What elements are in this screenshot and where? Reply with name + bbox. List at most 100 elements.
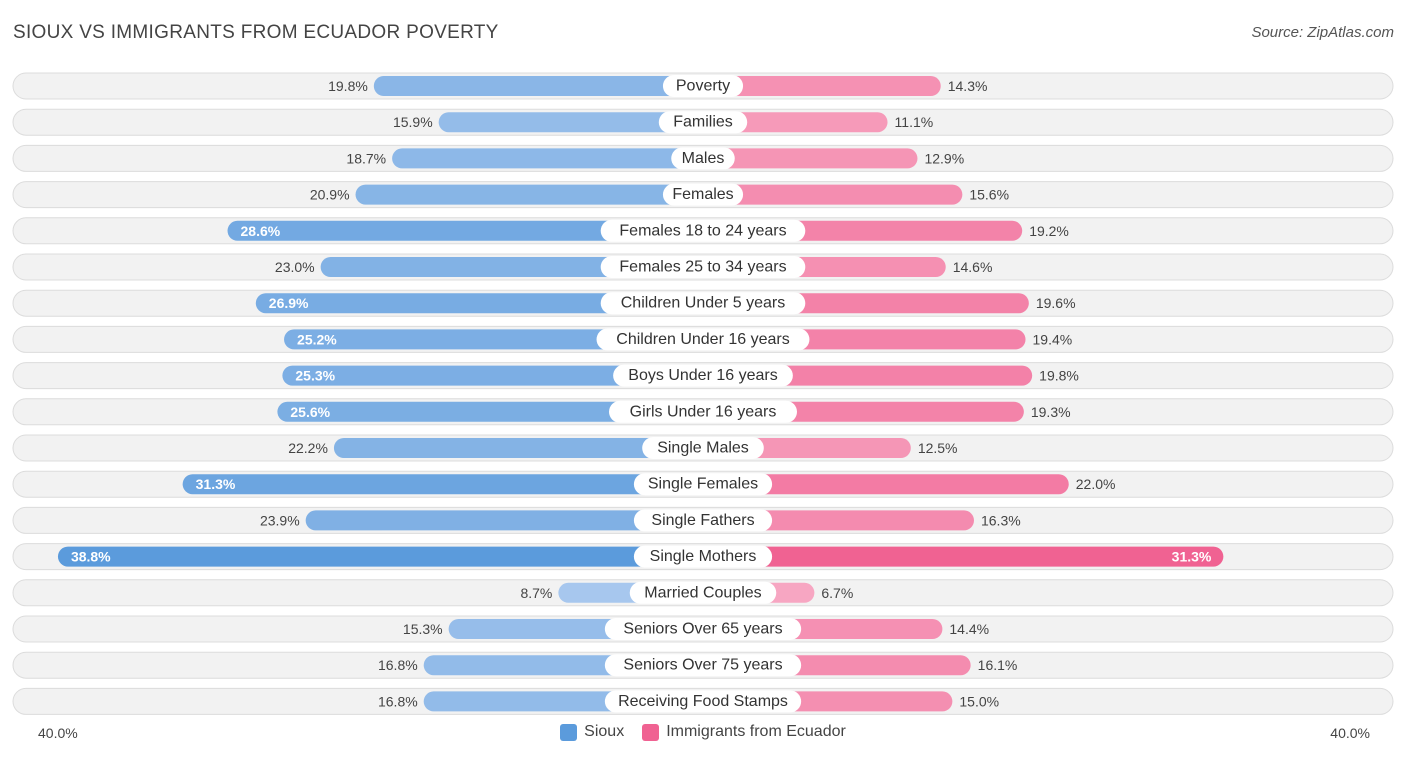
value-label-ecuador: 22.0% — [1076, 476, 1116, 492]
category-label: Poverty — [676, 78, 730, 95]
value-label-ecuador: 15.6% — [969, 187, 1009, 203]
value-label-ecuador: 12.9% — [924, 150, 964, 166]
value-label-ecuador: 19.4% — [1033, 331, 1073, 347]
category-label-box — [604, 654, 802, 677]
bar-sioux-females — [355, 184, 703, 205]
category-label-box — [604, 618, 802, 640]
value-label-sioux: 19.8% — [328, 78, 368, 94]
value-label-ecuador: 11.1% — [895, 114, 934, 130]
bar-ecuador-single-females — [703, 474, 1069, 495]
bar-ecuador-families — [703, 112, 888, 133]
value-label-sioux: 25.2% — [297, 331, 337, 347]
legend-item-ecuador: Immigrants from Ecuador — [642, 723, 846, 741]
legend-swatch-sioux — [560, 723, 578, 741]
source-credit: Source: ZipAtlas.com — [1251, 24, 1394, 41]
category-label: Children Under 16 years — [616, 331, 789, 348]
category-label: Males — [682, 150, 725, 167]
category-label-box — [671, 147, 735, 170]
value-label-sioux: 23.0% — [275, 259, 315, 275]
category-label: Children Under 5 years — [621, 295, 786, 312]
value-label-sioux: 25.3% — [295, 368, 335, 384]
value-label-ecuador: 16.3% — [981, 512, 1021, 528]
category-label-box — [658, 111, 748, 134]
category-label-box — [642, 437, 764, 459]
category-label-box — [596, 328, 810, 351]
category-label-box — [633, 473, 773, 496]
bar-ecuador-females — [703, 184, 963, 205]
value-label-sioux: 15.9% — [393, 114, 433, 130]
category-label: Girls Under 16 years — [630, 403, 777, 420]
value-label-sioux: 26.9% — [269, 295, 309, 311]
category-label: Females — [672, 186, 733, 203]
bar-sioux-poverty — [373, 76, 703, 96]
bar-sioux-single-mothers — [57, 546, 703, 567]
bar-sioux-boys-under-16-years — [282, 365, 703, 386]
bar-ecuador-poverty — [703, 76, 941, 96]
category-label-box — [662, 183, 744, 206]
value-label-sioux: 25.6% — [290, 404, 330, 420]
diverging-bar-chart: Poverty 19.8% 14.3% Families 15.9% 11.1% Males… — [12, 72, 1394, 715]
bar-sioux-children-under-5-years — [255, 293, 703, 314]
bar-sioux-single-fathers — [305, 510, 703, 531]
category-label: Seniors Over 75 years — [623, 657, 782, 674]
category-label: Boys Under 16 years — [628, 367, 777, 384]
value-label-ecuador: 19.8% — [1039, 368, 1079, 384]
category-label-box — [600, 219, 806, 242]
value-label-sioux: 16.8% — [378, 693, 418, 709]
value-label-sioux: 20.9% — [310, 187, 350, 203]
axis-right-label: 40.0% — [1330, 725, 1370, 741]
legend-label-ecuador: Immigrants from Ecuador — [666, 723, 846, 740]
category-label: Married Couples — [644, 584, 761, 601]
value-label-ecuador: 14.6% — [953, 259, 993, 275]
category-label: Receiving Food Stamps — [618, 693, 788, 710]
category-label-box — [600, 292, 806, 315]
value-label-sioux: 28.6% — [241, 223, 281, 239]
category-label: Single Fathers — [651, 512, 754, 529]
legend: Sioux Immigrants from Ecuador — [0, 723, 1406, 741]
bar-sioux-families — [438, 112, 703, 133]
category-label: Single Males — [657, 440, 749, 457]
category-label-box — [633, 545, 773, 568]
category-label: Single Females — [648, 476, 758, 493]
category-label: Families — [673, 114, 733, 131]
chart-title: SIOUX VS IMMIGRANTS FROM ECUADOR POVERTY — [13, 22, 499, 43]
value-label-sioux: 8.7% — [520, 585, 552, 601]
category-label-box — [609, 400, 797, 423]
bar-sioux-males — [392, 148, 703, 169]
category-label: Females 18 to 24 years — [619, 222, 786, 239]
value-label-sioux: 18.7% — [346, 150, 386, 166]
bar-sioux-females-18-to-24-years — [227, 220, 703, 241]
value-label-ecuador: 31.3% — [1172, 549, 1212, 565]
value-label-sioux: 38.8% — [71, 549, 111, 565]
value-label-sioux: 15.3% — [403, 621, 443, 637]
value-label-ecuador: 19.2% — [1029, 223, 1069, 239]
legend-swatch-ecuador — [642, 723, 660, 741]
bar-sioux-single-males — [333, 438, 703, 458]
value-label-ecuador: 19.6% — [1036, 295, 1076, 311]
value-label-sioux: 23.9% — [260, 512, 300, 528]
value-label-ecuador: 14.3% — [948, 78, 988, 94]
value-label-ecuador: 19.3% — [1031, 404, 1071, 420]
category-label-box — [600, 256, 806, 278]
category-label-box — [613, 364, 793, 387]
value-label-ecuador: 6.7% — [821, 585, 853, 601]
value-label-sioux: 22.2% — [288, 440, 328, 456]
value-label-ecuador: 12.5% — [918, 440, 958, 456]
value-label-ecuador: 14.4% — [949, 621, 989, 637]
bar-ecuador-males — [703, 148, 918, 169]
axis-left-label: 40.0% — [38, 725, 78, 741]
value-label-ecuador: 16.1% — [978, 657, 1018, 673]
legend-item-sioux: Sioux — [560, 723, 624, 741]
category-label: Seniors Over 65 years — [623, 621, 782, 638]
category-label-box — [629, 581, 777, 604]
category-label-box — [633, 509, 773, 532]
bar-sioux-single-females — [182, 474, 703, 495]
value-label-sioux: 31.3% — [196, 476, 236, 492]
bar-ecuador-single-mothers — [703, 546, 1224, 567]
legend-label-sioux: Sioux — [584, 723, 625, 740]
category-label-box — [604, 690, 802, 713]
category-label: Single Mothers — [650, 548, 757, 565]
value-label-sioux: 16.8% — [378, 657, 418, 673]
category-label-box — [662, 75, 744, 97]
bar-sioux-girls-under-16-years — [277, 401, 703, 422]
